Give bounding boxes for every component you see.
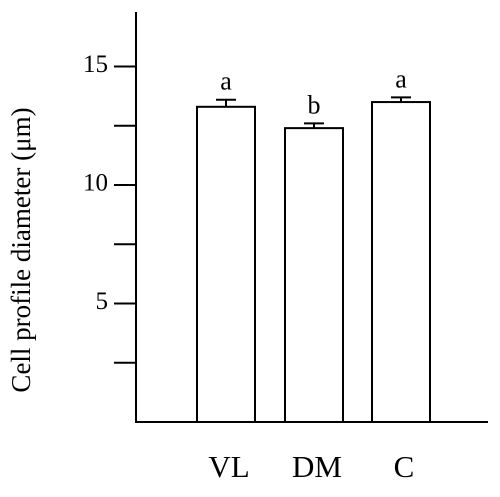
bar-annotation: b [308,90,321,119]
bar [284,127,344,423]
bar [371,101,431,423]
bar-annotation: a [395,64,407,93]
y-axis-label: Cell profile diameter (μm) [6,107,36,392]
y-tick-label: 10 [83,170,108,197]
bar [196,105,256,423]
x-tick-label: VL [208,449,249,484]
y-tick-label: 5 [96,288,109,315]
x-tick-label: C [394,449,415,484]
x-tick-label: DM [292,449,342,484]
bar-annotation: a [220,67,232,96]
y-tick-label: 15 [83,51,108,78]
